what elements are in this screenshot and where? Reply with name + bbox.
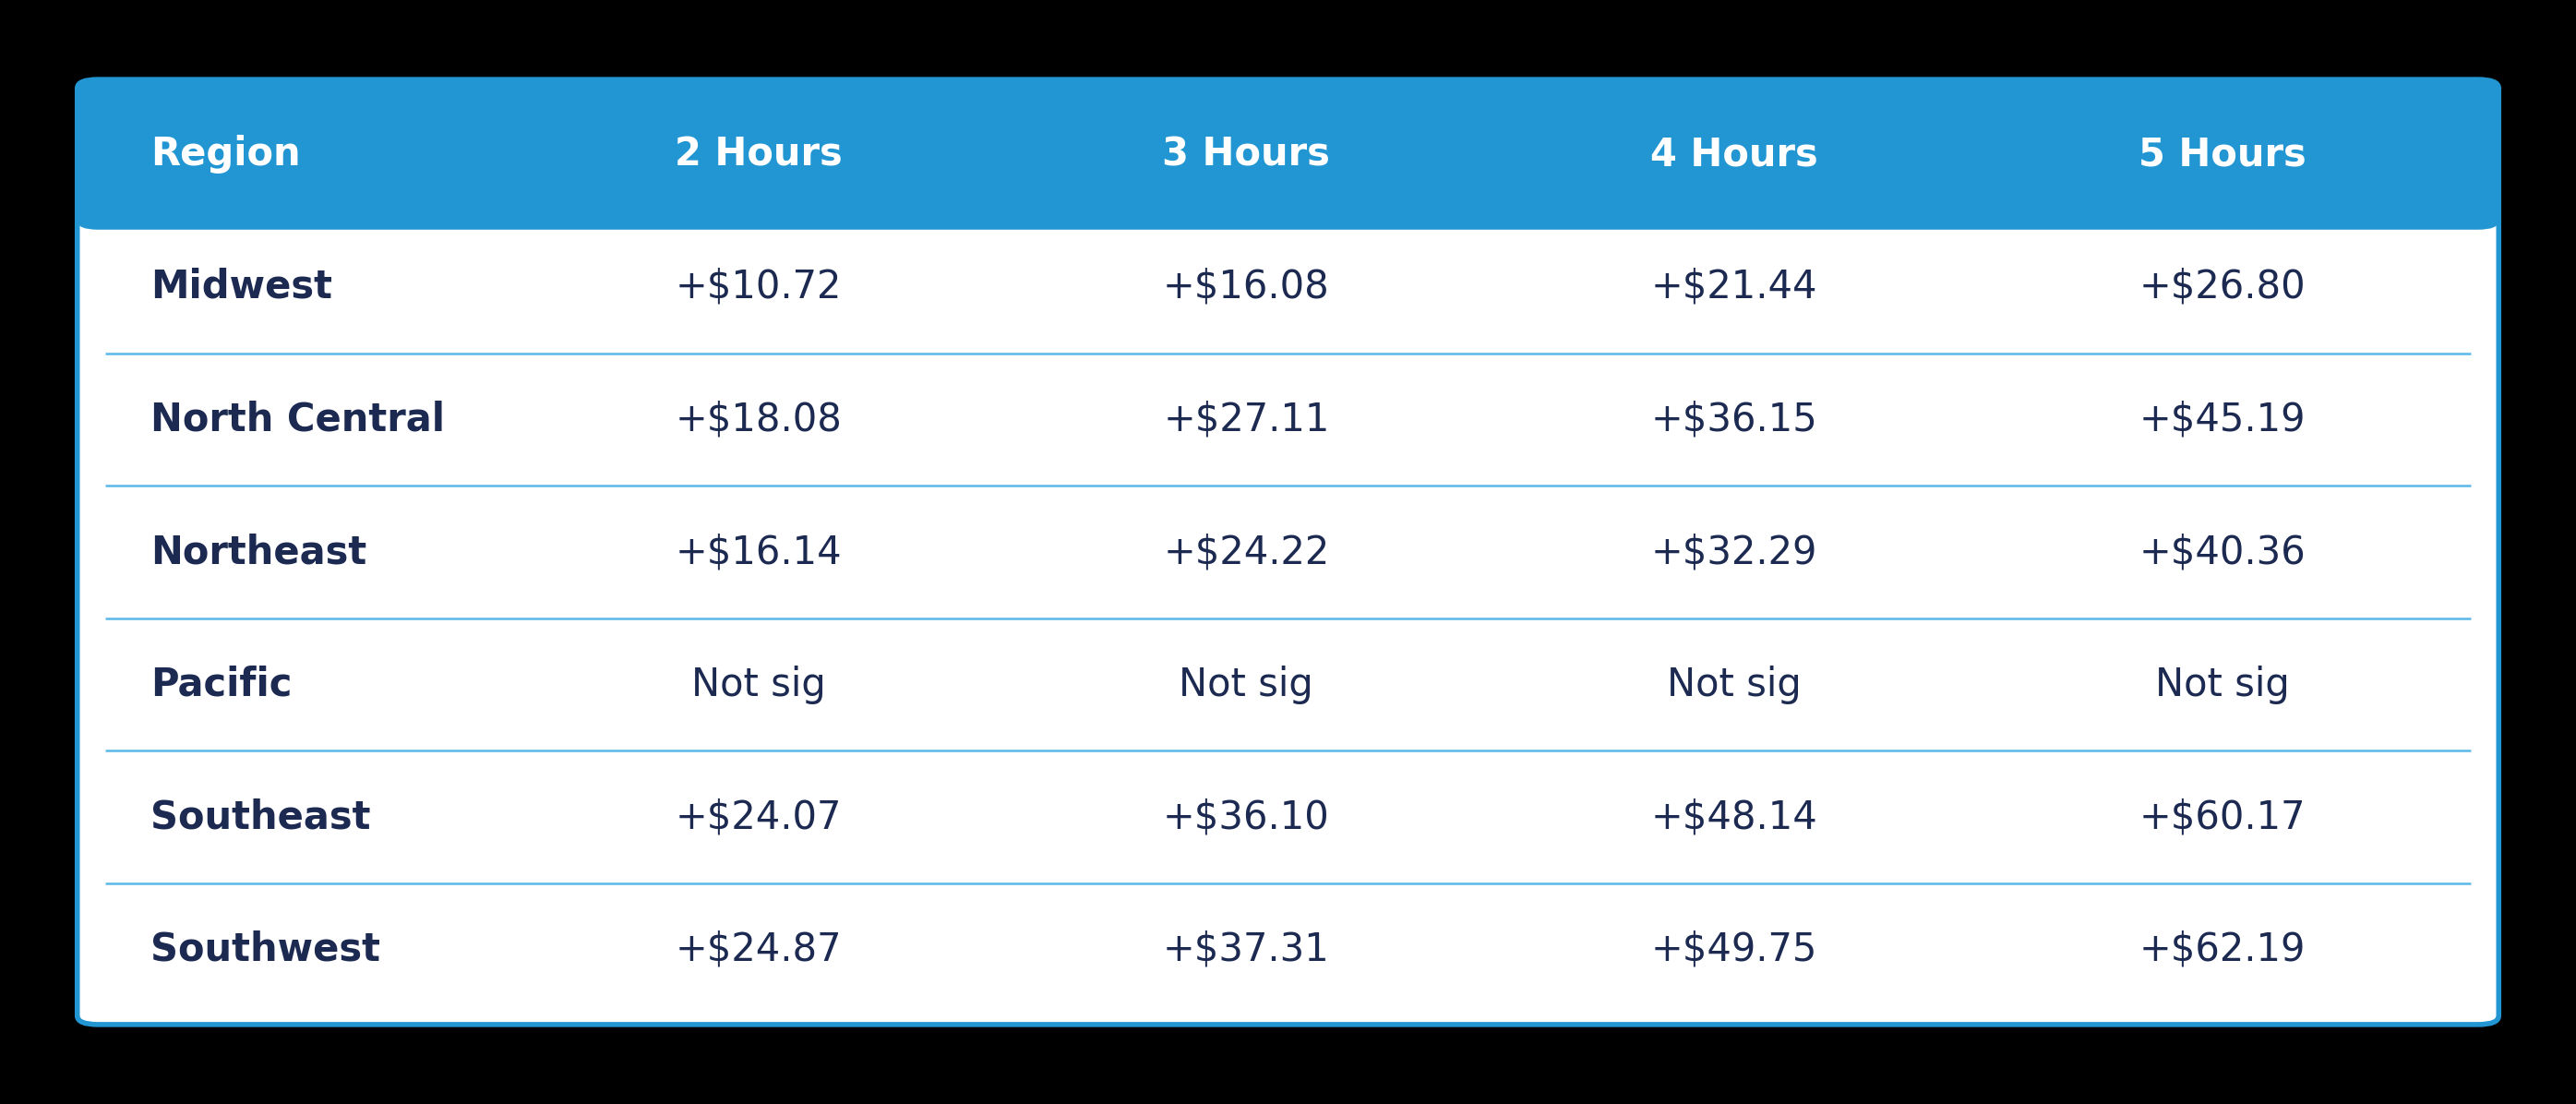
Text: 2 Hours: 2 Hours: [675, 135, 842, 174]
Text: +$24.87: +$24.87: [675, 930, 842, 969]
Text: +$49.75: +$49.75: [1651, 930, 1819, 969]
Text: +$16.14: +$16.14: [675, 532, 842, 572]
Text: +$24.07: +$24.07: [675, 797, 842, 837]
Text: Not sig: Not sig: [1180, 665, 1314, 704]
Text: +$27.11: +$27.11: [1164, 400, 1329, 439]
Text: 3 Hours: 3 Hours: [1162, 135, 1329, 174]
Text: +$21.44: +$21.44: [1651, 267, 1819, 307]
Text: +$36.10: +$36.10: [1162, 797, 1329, 837]
Text: Southeast: Southeast: [149, 797, 371, 837]
Bar: [98, 155, 2478, 221]
Text: Region: Region: [149, 135, 301, 174]
FancyBboxPatch shape: [77, 79, 2499, 1025]
Text: 4 Hours: 4 Hours: [1651, 135, 1819, 174]
Text: Not sig: Not sig: [2156, 665, 2290, 704]
Text: +$26.80: +$26.80: [2138, 267, 2306, 307]
Text: +$32.29: +$32.29: [1651, 532, 1819, 572]
Text: +$45.19: +$45.19: [2138, 400, 2306, 439]
Text: +$40.36: +$40.36: [2138, 532, 2306, 572]
Text: Southwest: Southwest: [149, 930, 381, 969]
Text: +$24.22: +$24.22: [1164, 532, 1329, 572]
Text: +$48.14: +$48.14: [1651, 797, 1819, 837]
Text: +$18.08: +$18.08: [675, 400, 842, 439]
Text: +$36.15: +$36.15: [1651, 400, 1819, 439]
Text: Pacific: Pacific: [149, 665, 291, 704]
Text: +$16.08: +$16.08: [1162, 267, 1329, 307]
Text: Midwest: Midwest: [149, 267, 332, 307]
Text: +$62.19: +$62.19: [2138, 930, 2306, 969]
Text: North Central: North Central: [149, 400, 446, 439]
Text: 5 Hours: 5 Hours: [2138, 135, 2306, 174]
FancyBboxPatch shape: [77, 79, 2499, 230]
Text: +$60.17: +$60.17: [2138, 797, 2306, 837]
Text: +$37.31: +$37.31: [1162, 930, 1329, 969]
Text: Not sig: Not sig: [1667, 665, 1801, 704]
Text: Not sig: Not sig: [690, 665, 827, 704]
Text: Northeast: Northeast: [149, 532, 366, 572]
Text: +$10.72: +$10.72: [675, 267, 842, 307]
